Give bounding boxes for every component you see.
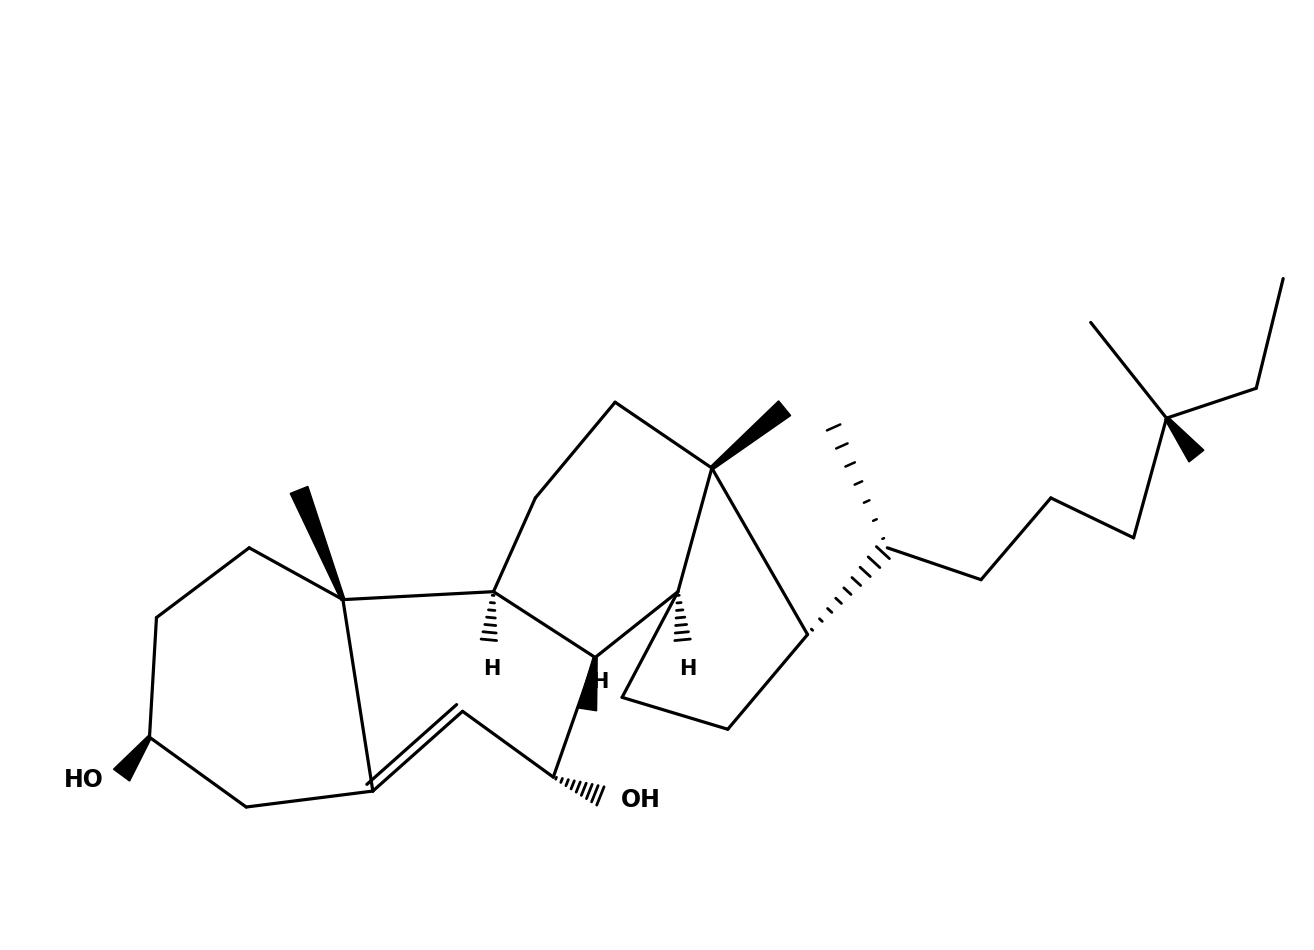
Polygon shape	[290, 486, 344, 600]
Polygon shape	[711, 401, 791, 469]
Polygon shape	[1166, 417, 1204, 462]
Polygon shape	[578, 657, 597, 711]
Text: OH: OH	[622, 788, 661, 812]
Text: H: H	[679, 659, 696, 679]
Text: H: H	[591, 673, 608, 693]
Polygon shape	[113, 736, 151, 781]
Text: H: H	[482, 659, 501, 679]
Text: HO: HO	[64, 769, 104, 792]
